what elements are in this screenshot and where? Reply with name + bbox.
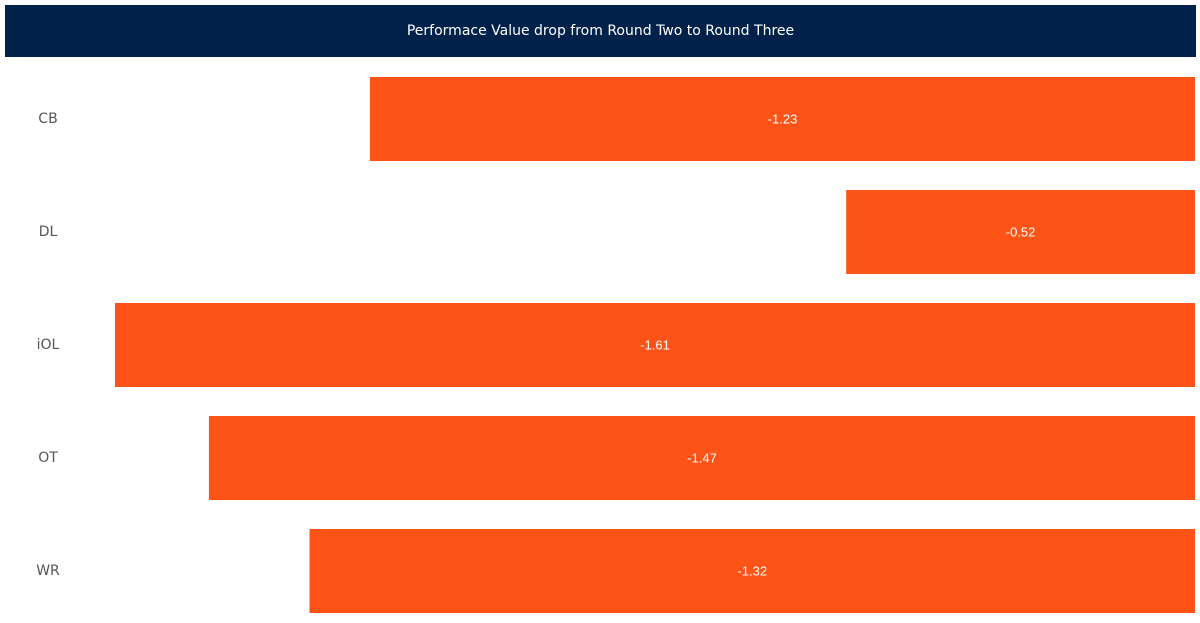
chart-title: Performace Value drop from Round Two to … <box>406 23 795 39</box>
bar-iol <box>115 303 1195 387</box>
value-label-cb: -1.23 <box>768 112 798 127</box>
category-label-ot: OT <box>38 450 58 466</box>
bar-ot <box>208 416 1195 500</box>
category-label-dl: DL <box>39 224 58 240</box>
bar-dl <box>846 190 1195 274</box>
bar-cb <box>369 77 1195 161</box>
category-label-cb: CB <box>38 111 57 127</box>
value-label-ot: -1.47 <box>687 451 717 466</box>
category-label-wr: WR <box>36 563 60 579</box>
category-label-iol: iOL <box>37 337 60 353</box>
bar-wr <box>309 529 1195 613</box>
value-label-iol: -1.61 <box>640 338 670 353</box>
chart-title-bar: Performace Value drop from Round Two to … <box>5 5 1196 57</box>
value-label-dl: -0.52 <box>1006 225 1036 240</box>
value-label-wr: -1.32 <box>737 564 767 579</box>
